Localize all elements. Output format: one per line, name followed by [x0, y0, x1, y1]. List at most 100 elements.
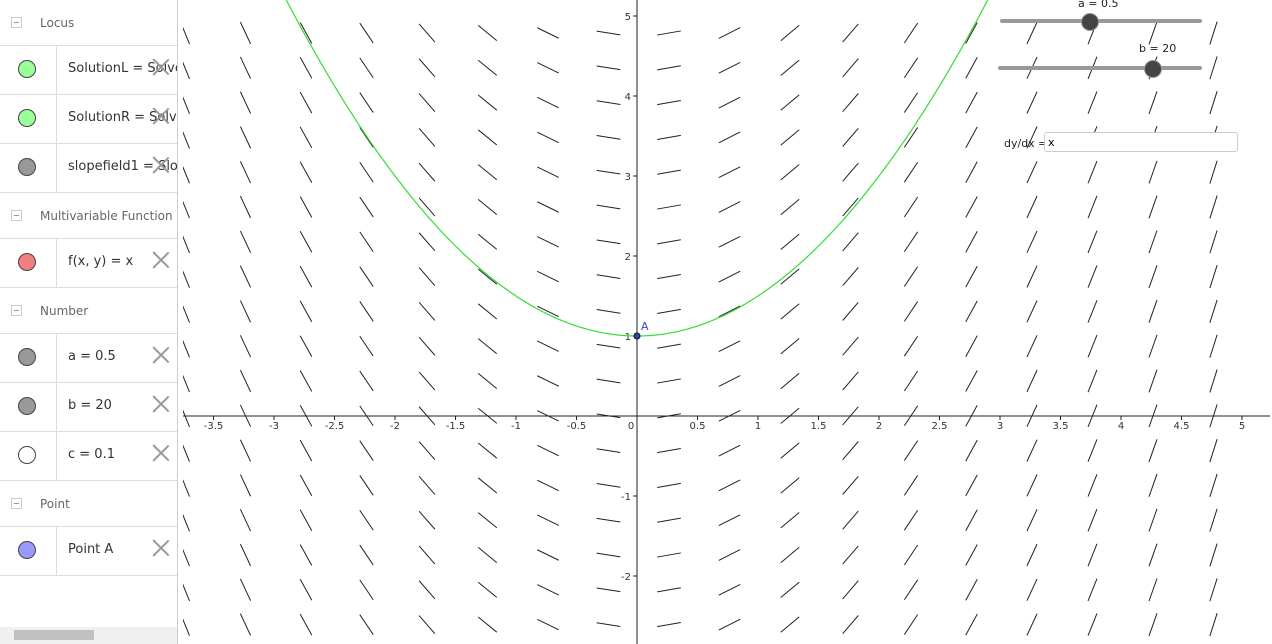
visibility-toggle[interactable]: [18, 348, 36, 366]
visibility-toggle[interactable]: [18, 60, 36, 78]
slope-segment: [842, 475, 859, 495]
visibility-toggle[interactable]: [18, 109, 36, 127]
slope-segment: [1087, 543, 1098, 567]
collapse-toggle[interactable]: [11, 17, 22, 28]
collapse-toggle[interactable]: [11, 498, 22, 509]
slope-segment: [596, 517, 621, 523]
group-title: Point: [40, 497, 70, 511]
slope-segment: [299, 509, 313, 531]
item-text: f(x, y) = x: [68, 254, 134, 269]
slider-track[interactable]: [998, 66, 1202, 70]
slope-segment: [780, 338, 800, 355]
slope-segment: [780, 24, 800, 42]
slope-segment: [359, 335, 374, 357]
slope-segment: [1026, 265, 1038, 288]
visibility-toggle[interactable]: [18, 541, 36, 559]
slope-segment: [1026, 195, 1038, 219]
input-label: dy/dx =: [1004, 137, 1048, 150]
y-tick-label: 5: [625, 12, 631, 23]
slope-segment: [359, 266, 374, 287]
slope-segment: [780, 268, 800, 285]
slope-segment: [842, 441, 859, 461]
slope-segment: [418, 615, 436, 634]
slope-segment: [1209, 265, 1218, 289]
slope-segment: [1209, 334, 1218, 358]
slider-track[interactable]: [1000, 19, 1202, 23]
slope-segment: [780, 581, 800, 598]
visibility-toggle[interactable]: [18, 397, 36, 415]
slope-segment: [1026, 439, 1038, 462]
slope-segment: [842, 336, 859, 356]
slope-segment: [418, 162, 436, 182]
input-box[interactable]: x: [1044, 132, 1238, 152]
slope-segment: [596, 448, 621, 453]
visibility-toggle[interactable]: [18, 446, 36, 464]
slope-segment: [842, 23, 859, 43]
slope-segment: [1209, 195, 1218, 219]
algebra-panel: Locus SolutionL = Solve SolutionR = Solve s…: [0, 0, 178, 644]
group-header: Point: [0, 481, 177, 527]
slope-segment: [183, 374, 190, 393]
collapse-toggle[interactable]: [11, 305, 22, 316]
slope-segment: [596, 309, 621, 314]
point-a[interactable]: [633, 332, 641, 340]
slope-segment: [718, 270, 741, 283]
slope-segment: [842, 580, 859, 600]
slope-segment: [536, 514, 560, 526]
slope-segment: [1209, 230, 1218, 254]
slope-segment: [657, 100, 681, 106]
slope-segment: [359, 440, 374, 461]
slope-segment: [718, 514, 741, 527]
solution-curve: [285, 0, 989, 337]
slope-segment: [183, 61, 190, 80]
slope-segment: [359, 544, 374, 566]
visibility-toggle[interactable]: [18, 158, 36, 176]
point-label: A: [641, 320, 649, 333]
slope-segment: [536, 62, 560, 74]
slope-segment: [183, 305, 190, 323]
slope-segment: [903, 301, 919, 322]
graphics-view[interactable]: -3.5 -3 -2.5 -2 -1.5 -1 -0.5 0 0.5 1 1.5 2 2.5 3 3.5 4 4…: [183, 0, 1272, 644]
delete-button[interactable]: [152, 395, 170, 413]
delete-button[interactable]: [152, 251, 170, 269]
slope-segment: [780, 303, 800, 320]
slope-segment: [183, 444, 190, 462]
slope-segment: [596, 204, 621, 210]
algebra-item: slopefield1 = Slope: [0, 144, 177, 193]
slope-segment: [965, 57, 978, 79]
slope-segment: [299, 544, 313, 566]
slope-segment: [657, 239, 681, 245]
group-title: Multivariable Function: [40, 209, 173, 223]
delete-button[interactable]: [152, 346, 170, 364]
slope-segment: [477, 268, 498, 285]
visibility-toggle[interactable]: [18, 253, 36, 271]
slope-segment: [239, 613, 252, 636]
scrollbar[interactable]: [0, 627, 177, 644]
slope-segment: [596, 65, 621, 71]
slope-segment: [965, 196, 978, 218]
delete-button[interactable]: [152, 107, 170, 125]
slope-segment: [1087, 508, 1098, 532]
slope-segment: [299, 57, 313, 79]
delete-button[interactable]: [152, 58, 170, 76]
delete-button[interactable]: [152, 444, 170, 462]
slope-segment: [183, 339, 190, 358]
scroll-thumb[interactable]: [14, 630, 94, 640]
slope-segment: [1148, 508, 1158, 532]
slope-segment: [1087, 613, 1098, 636]
slope-segment: [299, 91, 313, 114]
group-title: Number: [40, 304, 89, 318]
slope-segment: [1026, 230, 1038, 253]
group-header: Locus: [0, 0, 177, 46]
slope-segment: [299, 22, 313, 44]
slope-segment: [903, 335, 919, 357]
x-tick-label: 4.5: [1174, 421, 1190, 432]
slope-segment: [1209, 508, 1218, 532]
delete-button[interactable]: [152, 156, 170, 174]
slider-knob[interactable]: [1144, 60, 1162, 78]
collapse-toggle[interactable]: [11, 210, 22, 221]
y-tick-label: -2: [621, 572, 631, 583]
item-text: Point A: [68, 542, 114, 557]
delete-button[interactable]: [152, 539, 170, 557]
slider-knob[interactable]: [1081, 13, 1099, 31]
